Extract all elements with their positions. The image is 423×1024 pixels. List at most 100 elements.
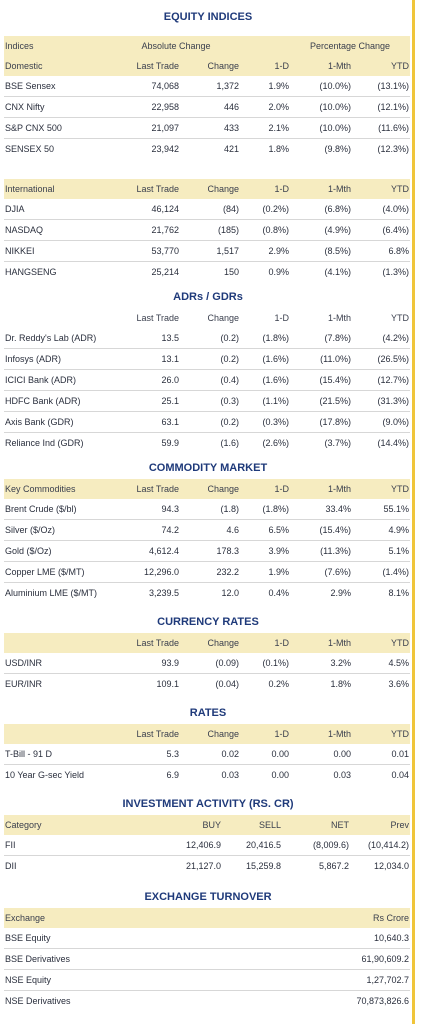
cell: (0.3%): [240, 411, 290, 433]
cell: (0.4): [180, 369, 240, 391]
header-1mth: 1-Mth: [290, 479, 352, 499]
cell: Gold ($/Oz): [4, 540, 112, 562]
table-row: Axis Bank (GDR) 63.1 (0.2) (0.3%) (17.8%) (9.…: [4, 411, 410, 433]
cell: (0.09): [180, 653, 240, 674]
adr-gdr-title: ADRs / GDRs: [173, 291, 243, 303]
cell: ICICI Bank (ADR): [4, 369, 112, 391]
cell: 0.03: [333, 770, 351, 780]
cell: 0.2%: [268, 679, 289, 689]
cell: 232.2: [180, 561, 240, 583]
turnover-table: Exchange Rs Crore BSE Equity 10,640.3 BSE…: [4, 908, 410, 1011]
cell: 21,097: [112, 117, 180, 139]
cell: 21,762: [112, 219, 180, 241]
cell: 21,127.0: [185, 861, 221, 871]
cell: 3.2%: [290, 653, 352, 674]
cell: NSE Equity: [4, 969, 254, 991]
equity-domestic-table: Indices Absolute Change Percentage Chang…: [4, 36, 410, 159]
table-row: DJIA 46,124 (84) (0.2%) (6.8%) (4.0%): [4, 199, 410, 220]
cell: 26.0: [112, 369, 180, 391]
cell: 13.5: [112, 328, 180, 349]
cell: Copper LME ($/MT): [4, 561, 112, 583]
table-row: NSE Equity 1,27,702.7: [4, 969, 410, 991]
header-ytd: YTD: [352, 633, 410, 653]
cell: 10 Year G-sec Yield: [5, 770, 85, 780]
header-last-trade: Last Trade: [112, 56, 180, 76]
table-row: S&P CNX 500 21,097 433 2.1% (10.0%) (11.6%): [4, 117, 410, 139]
cell: Axis Bank (GDR): [4, 411, 112, 433]
cell: 4.5%: [352, 653, 410, 674]
header-1mth: 1-Mth: [327, 313, 351, 323]
cell: Infosys (ADR): [4, 348, 112, 370]
currency-header-row: Last Trade Change 1-D 1-Mth YTD: [4, 633, 410, 653]
cell: 0.00: [271, 770, 289, 780]
cell: (10,414.2): [350, 835, 410, 856]
right-accent-rule: [412, 0, 415, 1024]
currency-table: Last Trade Change 1-D 1-Mth YTD USD/INR 9…: [4, 633, 410, 694]
cell: (4.9%): [290, 219, 352, 241]
header-rs-crore: Rs Crore: [254, 908, 410, 928]
investment-activity-title: INVESTMENT ACTIVITY (RS. CR): [122, 798, 294, 810]
cell: 0.03: [221, 770, 239, 780]
cell: Silver ($/Oz): [4, 519, 112, 541]
cell: Brent Crude ($/bl): [4, 499, 112, 520]
cell: 55.1%: [352, 499, 410, 520]
cell: CNX Nifty: [4, 96, 112, 118]
cell: 6.8%: [352, 240, 410, 262]
header-change: Change: [180, 633, 240, 653]
cell: (1.8%): [240, 499, 290, 520]
cell: (21.5%): [290, 390, 352, 412]
cell: (31.3%): [352, 390, 410, 412]
header-ytd: YTD: [352, 179, 410, 199]
equity-header-row-1: Indices Absolute Change Percentage Chang…: [4, 36, 410, 56]
cell: (11.3%): [290, 540, 352, 562]
cell: 1.8%: [268, 144, 289, 154]
cell: 12.0: [221, 588, 239, 598]
cell: 0.00: [240, 744, 290, 765]
header-1d: 1-D: [274, 313, 289, 323]
header-percentage-change: Percentage Change: [290, 36, 410, 56]
cell: 5.1%: [352, 540, 410, 562]
cell: 1.9%: [240, 561, 290, 583]
cell: 63.1: [112, 411, 180, 433]
rates-title: RATES: [189, 707, 227, 719]
cell: (17.8%): [290, 411, 352, 433]
header-last-trade: Last Trade: [112, 724, 180, 744]
cell: (4.1%): [324, 267, 351, 277]
table-row: 10 Year G-sec Yield 6.9 0.03 0.00 0.03 0.04: [4, 765, 410, 786]
header-ytd: YTD: [352, 56, 410, 76]
cell: (13.1%): [352, 76, 410, 97]
table-row: HDFC Bank (ADR) 25.1 (0.3) (1.1%) (21.5%) (31…: [4, 390, 410, 412]
cell: (0.8%): [240, 219, 290, 241]
cell: (10.0%): [290, 76, 352, 97]
header-category: Category: [4, 815, 154, 835]
cell: 10,640.3: [254, 928, 410, 949]
cell: (0.2%): [240, 199, 290, 220]
cell: BSE Sensex: [4, 76, 112, 97]
table-row: NASDAQ 21,762 (185) (0.8%) (4.9%) (6.4%): [4, 219, 410, 241]
cell: (0.04): [215, 679, 239, 689]
table-row: Brent Crude ($/bl) 94.3 (1.8) (1.8%) 33.4% 55…: [4, 499, 410, 520]
cell: 1,27,702.7: [254, 969, 410, 991]
cell: 94.3: [112, 499, 180, 520]
cell: (8.5%): [290, 240, 352, 262]
cell: 0.02: [180, 744, 240, 765]
cell: (1.1%): [240, 390, 290, 412]
table-row: Infosys (ADR) 13.1 (0.2) (1.6%) (11.0%) (26.5…: [4, 348, 410, 370]
cell: 53,770: [112, 240, 180, 262]
cell: 0.04: [391, 770, 409, 780]
cell: (15.4%): [290, 369, 352, 391]
header-domestic: Domestic: [4, 56, 112, 76]
cell: EUR/INR: [5, 679, 43, 689]
table-row: Copper LME ($/MT) 12,296.0 232.2 1.9% (7.6%)…: [4, 561, 410, 583]
header-change: Change: [180, 179, 240, 199]
cell: (11.0%): [290, 348, 352, 370]
cell: 1.9%: [240, 76, 290, 97]
cell: Aluminium LME ($/MT): [5, 588, 98, 598]
cell: (12.1%): [352, 96, 410, 118]
header-1d: 1-D: [240, 724, 290, 744]
cell: (0.3): [180, 390, 240, 412]
cell: (1.6%): [240, 348, 290, 370]
table-row: BSE Equity 10,640.3: [4, 928, 410, 949]
cell: (3.7%): [324, 438, 351, 448]
cell: 46,124: [112, 199, 180, 220]
